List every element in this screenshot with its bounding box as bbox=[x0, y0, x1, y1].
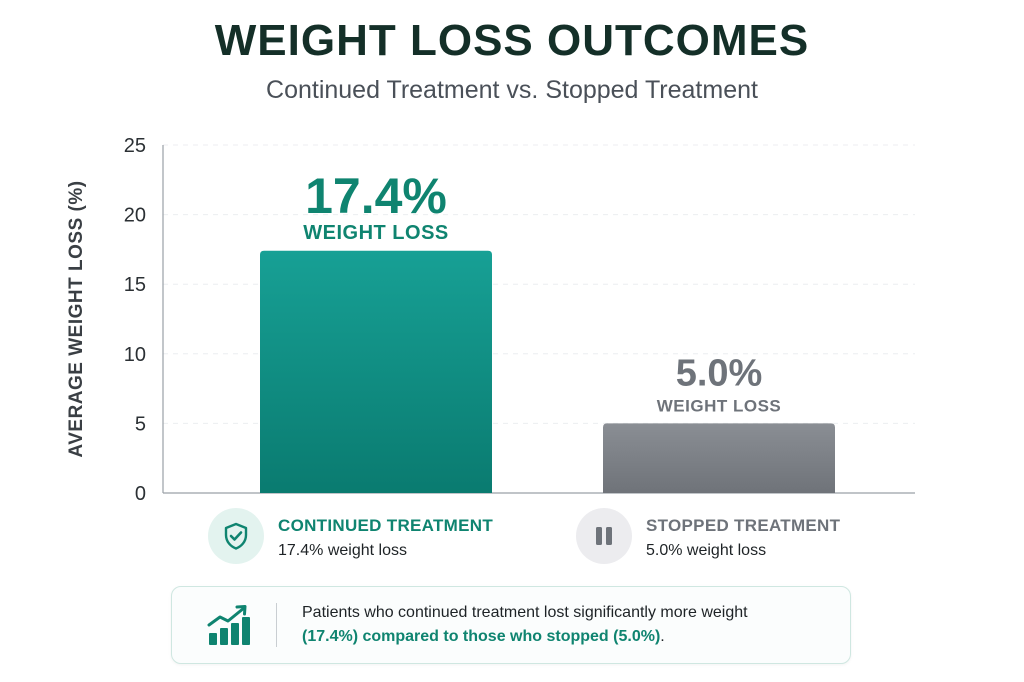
trending-up-bar-icon bbox=[206, 603, 252, 652]
data-label-value: 5.0% bbox=[676, 352, 763, 394]
legend-title-stopped: STOPPED TREATMENT bbox=[646, 516, 841, 535]
y-tick-label: 20 bbox=[124, 205, 146, 227]
bar-continued bbox=[260, 250, 492, 493]
chart-subtitle: Continued Treatment vs. Stopped Treatmen… bbox=[266, 76, 758, 104]
chart-title: WEIGHT LOSS OUTCOMES bbox=[214, 16, 810, 65]
summary-tail: . bbox=[660, 628, 665, 645]
y-tick-label: 15 bbox=[124, 274, 146, 296]
legend-subtitle-stopped: 5.0% weight loss bbox=[646, 542, 767, 559]
y-tick-label: 5 bbox=[135, 413, 146, 435]
summary-callout: Patients who continued treatment lost si… bbox=[171, 586, 851, 664]
summary-text: Patients who continued treatment lost si… bbox=[302, 601, 842, 649]
y-tick-label: 10 bbox=[124, 344, 146, 366]
pause-icon bbox=[576, 508, 632, 564]
legend-subtitle-continued: 17.4% weight loss bbox=[278, 542, 407, 559]
data-label-value: 17.4% bbox=[305, 168, 447, 224]
y-tick-label: 0 bbox=[135, 483, 146, 505]
summary-highlight: (17.4%) compared to those who stopped (5… bbox=[302, 628, 661, 645]
summary-divider bbox=[276, 603, 277, 647]
y-axis-title: AVERAGE WEIGHT LOSS (%) bbox=[66, 180, 87, 457]
y-tick-label: 25 bbox=[124, 135, 146, 157]
bar-stopped bbox=[603, 423, 835, 493]
legend-title-continued: CONTINUED TREATMENT bbox=[278, 516, 494, 535]
data-label-caption: WEIGHT LOSS bbox=[303, 222, 449, 244]
summary-line1: Patients who continued treatment lost si… bbox=[302, 604, 748, 621]
data-label-caption: WEIGHT LOSS bbox=[657, 396, 782, 415]
shield-check-icon bbox=[208, 508, 264, 564]
